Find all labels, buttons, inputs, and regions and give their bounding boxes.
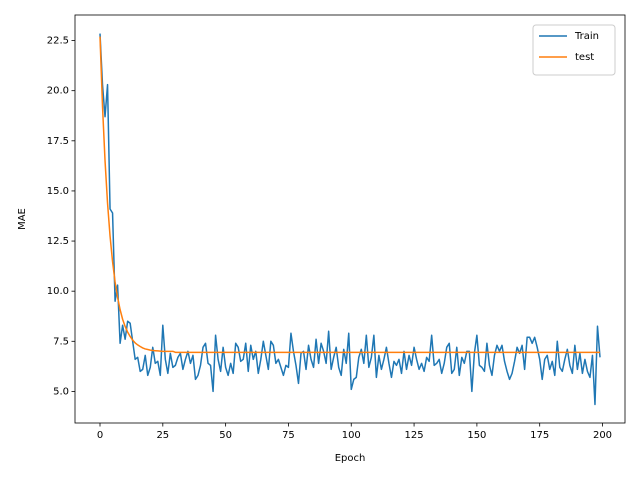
y-tick-label: 5.0	[53, 386, 69, 397]
y-tick-label: 7.5	[53, 336, 69, 347]
x-axis-label: Epoch	[335, 453, 366, 464]
legend-label: test	[575, 52, 594, 63]
y-tick-label: 10.0	[47, 286, 69, 297]
y-tick-label: 20.0	[47, 86, 69, 97]
x-tick-label: 25	[156, 430, 169, 441]
y-tick-label: 15.0	[47, 186, 69, 197]
data-line	[99, 36, 600, 354]
x-tick-label: 100	[342, 430, 361, 441]
plot-frame	[74, 14, 626, 424]
y-tick-label: 17.5	[47, 136, 69, 147]
legend-label: Train	[574, 31, 599, 42]
legend-box	[532, 24, 616, 76]
x-tick-label: 0	[97, 430, 103, 441]
x-tick-label: 75	[282, 430, 295, 441]
x-tick-label: 175	[530, 430, 549, 441]
x-tick-label: 200	[593, 430, 612, 441]
x-tick-label: 125	[405, 430, 424, 441]
y-axis-label: MAE	[17, 208, 28, 230]
x-tick-label: 50	[219, 430, 232, 441]
x-tick-label: 150	[467, 430, 486, 441]
y-tick-label: 12.5	[47, 236, 69, 247]
data-line	[99, 33, 601, 406]
y-tick-label: 22.5	[47, 36, 69, 47]
